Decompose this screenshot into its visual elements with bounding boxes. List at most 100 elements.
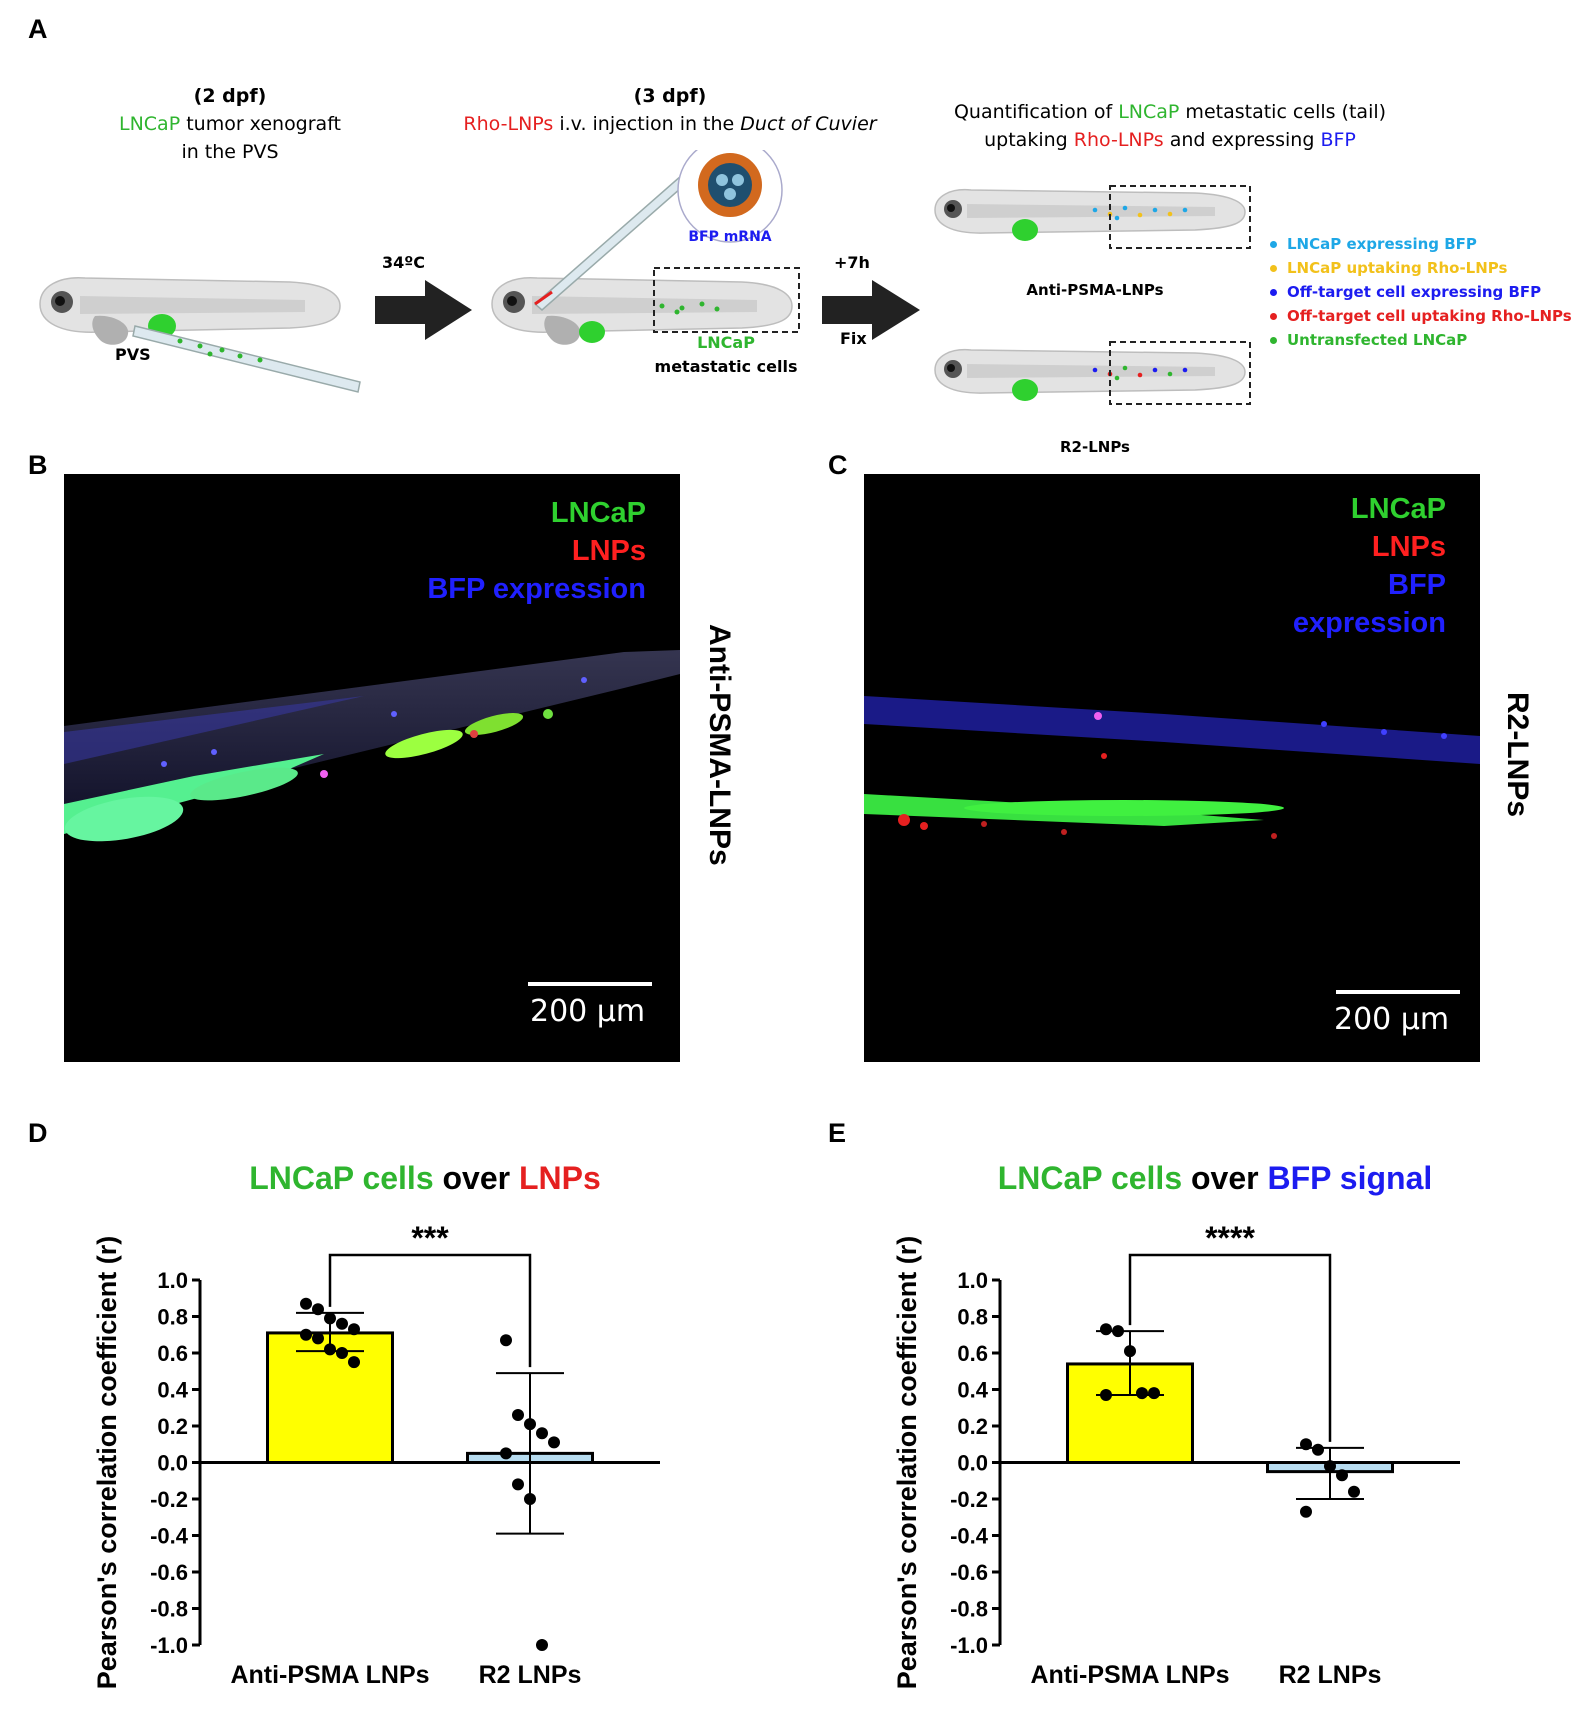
fish-stage2 [491, 276, 793, 346]
chart-d-ytick-label: -1.0 [150, 1633, 188, 1658]
chart-d-data-point [500, 1447, 512, 1460]
tail-box-top [1109, 185, 1251, 249]
tail-box-bottom [1109, 341, 1251, 405]
legend-dot-5 [1270, 337, 1277, 344]
chart-e-ylabel: Pearson's correlation coefficient (r) [892, 1236, 922, 1690]
micrograph-c-image [864, 696, 1480, 839]
arrow-2-bottom: Fix [840, 329, 867, 348]
chart-d-ytick-label: 0.0 [157, 1451, 188, 1476]
chart-d-ytick-label: 0.2 [157, 1414, 188, 1439]
legend-dot-3 [1270, 289, 1277, 296]
legend-item-3: Off-target cell expressing BFP [1270, 280, 1571, 304]
chart-e-data-point [1100, 1323, 1112, 1336]
chart-e-ytick-label: 0.0 [957, 1451, 988, 1476]
scale-bar-c [1336, 990, 1460, 994]
stage3-rho: Rho-LNPs [1073, 129, 1164, 151]
chart-e-category-label: Anti-PSMA LNPs [1030, 1661, 1229, 1689]
stage1-lncap: LNCaP [118, 113, 181, 135]
stage2-desc-mid: i.v. injection in the [553, 113, 741, 135]
panel-letter-c: C [828, 450, 848, 480]
legend-item-5: Untransfected LNCaP [1270, 328, 1571, 352]
legend-item-4: Off-target cell uptaking Rho-LNPs [1270, 304, 1571, 328]
bfp-mrna-label: BFP mRNA [688, 229, 771, 245]
injection-needle-1 [132, 325, 361, 393]
chart-d-ytick-label: 0.8 [157, 1305, 188, 1330]
micrograph-c-lnps: LNPs [1371, 531, 1446, 563]
chart-e-ytick-label: -0.6 [950, 1560, 988, 1585]
panel-letter-e: E [828, 1118, 847, 1148]
chart-d: Pearson's correlation coefficient (r) 1.0… [92, 1220, 660, 1690]
chart-e: Pearson's correlation coefficient (r) 1.0… [892, 1220, 1460, 1690]
chart-d-ytick-label: -0.2 [150, 1487, 188, 1512]
fish-bottom-label: R2-LNPs [1060, 438, 1130, 456]
chart-d-data-point [336, 1317, 348, 1330]
chart-e-category-label: R2 LNPs [1279, 1661, 1382, 1689]
chart-e-bar [1066, 1362, 1194, 1464]
micrograph-b: LNCaP LNPs BFP expression 200 µm [64, 474, 680, 1062]
chart-d-data-point [536, 1427, 548, 1440]
chart-d-significance-bracket [328, 1253, 532, 1368]
stage3-bfp: BFP [1320, 129, 1356, 151]
legend-item-2: LNCaP uptaking Rho-LNPs [1270, 256, 1571, 280]
chart-d-ytick-label: 1.0 [157, 1268, 188, 1293]
chart-d-data-point [536, 1639, 548, 1651]
chart-d-data-point [512, 1409, 524, 1422]
legend-label-1: LNCaP expressing BFP [1287, 235, 1477, 253]
chart-d-ylabel: Pearson's correlation coefficient (r) [92, 1236, 122, 1690]
chart-d-data-point [300, 1297, 312, 1310]
arrow-1-label: 34ºC [382, 253, 425, 272]
chart-e-title-colored: BFP signal [1267, 1160, 1433, 1196]
chart-d-title-colored: LNPs [518, 1160, 601, 1196]
chart-d-significance-label: *** [411, 1220, 449, 1256]
chart-d-title-green: LNCaP cells [249, 1160, 434, 1196]
arrow-2-top: +7h [834, 253, 870, 272]
arrow-1 [375, 280, 472, 340]
chart-e-ytick-label: 1.0 [957, 1268, 988, 1293]
chart-e-data-point [1136, 1387, 1148, 1400]
chart-e-significance-bracket [1128, 1253, 1332, 1442]
chart-d-data-point [524, 1493, 536, 1505]
chart-d-data-point [312, 1303, 324, 1316]
stage2-cells-green: LNCaP [697, 333, 755, 352]
micrograph-c-side-label: R2-LNPs [1501, 692, 1534, 818]
micrograph-c-legend: LNCaP LNPs BFP expression [1293, 490, 1446, 642]
panel-letter-a: A [28, 14, 48, 44]
chart-e-data-point [1312, 1443, 1324, 1456]
chart-e-significance-label: **** [1205, 1220, 1255, 1256]
chart-e-data-point [1300, 1438, 1312, 1451]
micrograph-c-bfp: BFP [1388, 569, 1446, 601]
stage3-text: Quantification of LNCaP metastatic cells… [920, 98, 1420, 154]
schematic-illustration: PVS 34ºC BFP mRNA LNCaP metastatic cells… [39, 150, 1251, 456]
chart-e-data-point [1348, 1485, 1360, 1498]
chart-d-bar [266, 1331, 394, 1464]
pvs-label: PVS [115, 345, 151, 364]
chart-e-data-point [1148, 1387, 1160, 1400]
fish-anti-psma [934, 188, 1246, 241]
micrograph-b-lnps: LNPs [571, 535, 646, 567]
legend-item-1: LNCaP expressing BFP [1270, 232, 1571, 256]
chart-d-ytick-label: -0.4 [150, 1524, 189, 1549]
chart-e-ytick-label: -1.0 [950, 1633, 988, 1658]
chart-d-data-point [348, 1323, 360, 1336]
stage3-t4: and expressing [1163, 129, 1321, 151]
stage1-location: in the PVS [181, 141, 279, 163]
tail-box-stage2 [653, 267, 800, 333]
micrograph-c-lncap: LNCaP [1350, 493, 1446, 525]
chart-d-data-point [300, 1328, 312, 1341]
fish-top-label: Anti-PSMA-LNPs [1026, 281, 1163, 299]
stage1-desc: LNCaP tumor xenograft [80, 110, 380, 138]
chart-e-ytick-label: 0.8 [957, 1305, 988, 1330]
chart-d-data-point [324, 1312, 336, 1325]
fish-r2 [934, 348, 1246, 401]
chart-e-ytick-label: 0.2 [957, 1414, 988, 1439]
chart-d-category-label: Anti-PSMA LNPs [230, 1661, 429, 1689]
stage1-time: (2 dpf) [193, 85, 267, 107]
micrograph-c: LNCaP LNPs BFP expression 200 µm [864, 474, 1480, 1062]
legend-label-4: Off-target cell uptaking Rho-LNPs [1287, 307, 1571, 325]
chart-d-data-point [548, 1436, 560, 1449]
chart-d-data-point [512, 1478, 524, 1491]
chart-d-data-point [312, 1332, 324, 1345]
chart-d-data-point [336, 1347, 348, 1359]
legend-label-5: Untransfected LNCaP [1287, 331, 1468, 349]
stage2-text: (3 dpf) Rho-LNPs i.v. injection in the D… [420, 82, 920, 138]
